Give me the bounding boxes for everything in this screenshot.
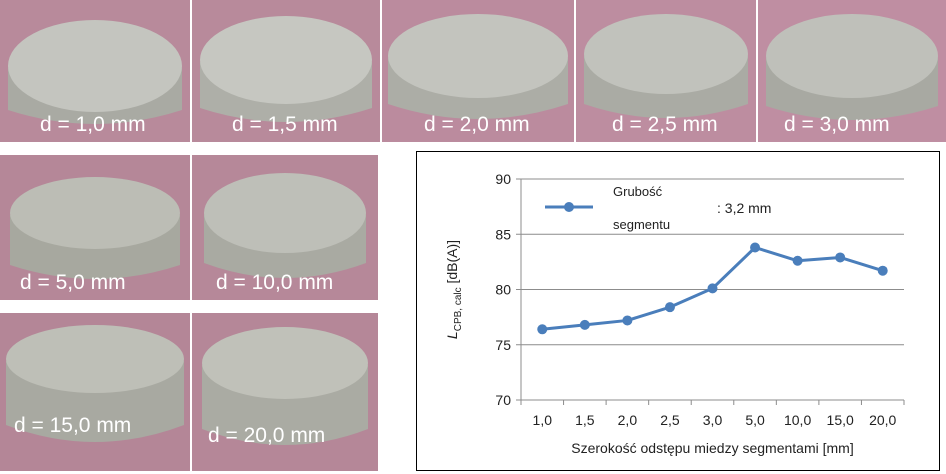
data-point (792, 255, 803, 266)
photo-caption: d = 1,0 mm (40, 113, 146, 136)
specimen-image (192, 0, 380, 142)
photo-d-1-0: d = 1,0 mm (0, 0, 190, 142)
photo-caption: d = 15,0 mm (14, 414, 132, 437)
photo-caption: d = 1,5 mm (232, 113, 338, 136)
legend-label-line2: segmentu (613, 217, 670, 232)
photo-caption: d = 10,0 mm (216, 271, 334, 294)
photo-d-10-0: d = 10,0 mm (192, 155, 378, 300)
x-tick-label: 5,0 (745, 412, 765, 428)
legend-value: : 3,2 mm (717, 200, 771, 216)
y-tick-label: 75 (495, 337, 511, 353)
data-point (707, 283, 718, 294)
specimen-image (0, 155, 190, 300)
data-point (622, 315, 633, 326)
data-point (579, 319, 590, 330)
specimen-image (0, 0, 190, 142)
y-axis-label: LCPB, calc [dB(A)] (444, 240, 464, 339)
legend-label-line1: Grubość (613, 184, 663, 199)
y-tick-label: 90 (495, 171, 511, 187)
photo-caption: d = 5,0 mm (20, 271, 126, 294)
photo-d-1-5: d = 1,5 mm (192, 0, 380, 142)
y-tick-label: 85 (495, 226, 511, 242)
photo-caption: d = 2,0 mm (424, 113, 530, 136)
x-tick-label: 3,0 (703, 412, 723, 428)
data-point (835, 252, 846, 263)
x-tick-label: 1,5 (575, 412, 595, 428)
specimen-image (192, 313, 378, 471)
line-chart: 70 75 80 85 90 1,0 1,5 2,0 2,5 3,0 5,0 10,0 15,0 20,0… (444, 171, 905, 456)
legend-marker (564, 202, 574, 212)
specimen-image (382, 0, 574, 142)
specimen-image (758, 0, 946, 142)
photo-d-15-0: d = 15,0 mm (0, 313, 190, 471)
data-point (750, 242, 761, 253)
x-tick-label: 2,0 (618, 412, 638, 428)
x-tick-label: 10,0 (784, 412, 811, 428)
data-point (877, 265, 888, 276)
photo-caption: d = 2,5 mm (612, 113, 718, 136)
y-tick-label: 70 (495, 392, 511, 408)
photo-d-5-0: d = 5,0 mm (0, 155, 190, 300)
x-tick-label: 2,5 (660, 412, 680, 428)
x-tick-label: 15,0 (827, 412, 854, 428)
data-point (664, 302, 675, 313)
x-tick-label: 20,0 (869, 412, 896, 428)
photo-caption: d = 3,0 mm (784, 113, 890, 136)
y-tick-label: 80 (495, 282, 511, 298)
x-tick-label: 1,0 (533, 412, 553, 428)
chart-panel: 70 75 80 85 90 1,0 1,5 2,0 2,5 3,0 5,0 10,0 15,0 20,0… (416, 151, 940, 471)
specimen-image (192, 155, 378, 300)
x-axis-label: Szerokość odstępu miedzy segmentami [mm] (571, 440, 853, 456)
specimen-image (576, 0, 756, 142)
photo-d-2-0: d = 2,0 mm (382, 0, 574, 142)
photo-caption: d = 20,0 mm (208, 424, 326, 447)
photo-d-20-0: d = 20,0 mm (192, 313, 378, 471)
specimen-image (0, 313, 190, 471)
data-point (537, 324, 548, 335)
photo-d-2-5: d = 2,5 mm (576, 0, 756, 142)
photo-d-3-0: d = 3,0 mm (758, 0, 946, 142)
